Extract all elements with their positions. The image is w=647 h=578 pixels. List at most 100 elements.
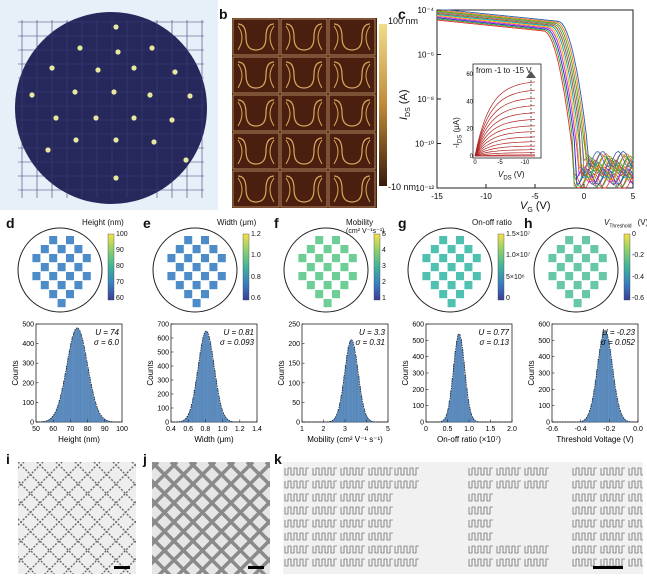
hist-stat-u: U = 0.81 xyxy=(224,328,254,337)
hist-bar xyxy=(83,345,85,423)
serpentine-trace xyxy=(237,23,275,51)
c-ylabel-sub: DS xyxy=(405,107,413,117)
hist-bar xyxy=(451,377,454,423)
hist-x-tick: 1.4 xyxy=(252,426,262,433)
serpentine-block xyxy=(468,493,493,502)
hist-y-tick: 500 xyxy=(157,350,169,357)
map-colorbar-tick: 1.0×10⁷ xyxy=(506,252,531,260)
serpentine-trace xyxy=(333,101,339,127)
hist-bar xyxy=(366,416,368,423)
map-cell xyxy=(167,272,176,281)
serpentine-block xyxy=(628,493,643,502)
serpentine-block xyxy=(368,519,393,528)
map-cell xyxy=(74,263,83,272)
serpentine-trace xyxy=(365,139,371,165)
hist-x-tick: 3 xyxy=(343,426,347,433)
c-x-tick-label: -10 xyxy=(480,192,492,201)
wafer-test-dot xyxy=(53,115,59,121)
serpentine-trace xyxy=(237,139,243,165)
map-cell xyxy=(32,272,41,281)
map-cell xyxy=(209,263,218,272)
serpentine-trace xyxy=(333,23,371,51)
hist-y-tick: 600 xyxy=(157,336,169,343)
hist-bar xyxy=(347,346,350,423)
map-cell xyxy=(472,272,481,281)
map-cell xyxy=(422,254,431,263)
inset-xlabel-sub: DS xyxy=(503,175,512,182)
hist-x-tick: 4 xyxy=(365,426,369,433)
map-cell xyxy=(332,254,340,263)
hist-bar xyxy=(78,330,81,423)
map-cell xyxy=(49,290,58,299)
hist-x-tick: 1.0 xyxy=(218,426,228,433)
serpentine-block xyxy=(312,532,337,541)
map-colorbar-tick: -0.4 xyxy=(632,273,645,281)
c-ylabel: IDS (A) xyxy=(398,89,412,120)
hist-bar xyxy=(346,355,348,423)
serpentine-trace xyxy=(333,137,371,165)
hist-stat-u: U = -0.23 xyxy=(602,328,636,337)
hist-bar xyxy=(359,386,361,423)
hist-bar xyxy=(457,334,459,423)
mesh-line xyxy=(152,462,255,566)
mesh-line xyxy=(152,462,179,490)
hist-stat-sigma: σ = 0.093 xyxy=(220,338,255,347)
mesh-line xyxy=(18,462,101,545)
serpentine-block xyxy=(600,545,625,554)
serpentine-block xyxy=(628,558,643,567)
serpentine-block xyxy=(394,480,419,489)
map-cell xyxy=(32,254,41,263)
serpentine-block xyxy=(628,545,643,554)
serpentine-block xyxy=(312,558,337,567)
map-cell xyxy=(430,263,439,272)
hist-y-tick: 0 xyxy=(420,420,424,427)
map-title2-f: (cm² V⁻¹s⁻¹) xyxy=(346,228,385,235)
inset-ylabel-unit: (μA) xyxy=(452,117,461,133)
hist-y-tick: 0 xyxy=(165,420,169,427)
hist-x-tick: 50 xyxy=(32,426,40,433)
hist-bar xyxy=(73,332,75,423)
hist-bar xyxy=(344,365,347,423)
map-colorbar-tick: 0 xyxy=(506,295,510,302)
map-colorbar-tick: -0.2 xyxy=(632,252,645,260)
hist-bar xyxy=(354,355,357,423)
hist-y-tick: 100 xyxy=(538,403,550,410)
serpentine-block xyxy=(468,558,493,567)
wafer-test-dot xyxy=(113,24,119,30)
hist-x-tick: -0.4 xyxy=(575,426,587,433)
hist-bar xyxy=(51,416,54,423)
map-cell xyxy=(332,290,340,299)
hist-bar xyxy=(602,334,604,423)
histogram-g: 0 100 200 300 400 500 600 0 0.5 1.0 1.5 2.0 On-off r… xyxy=(401,322,517,445)
map-cell xyxy=(582,290,590,299)
map-title-e: Width (μm) xyxy=(217,218,257,227)
map-cell xyxy=(184,254,193,263)
hist-bar xyxy=(454,351,457,423)
map-cell xyxy=(66,236,74,245)
c-x-tick-label: -15 xyxy=(431,192,443,201)
scale-bar-j xyxy=(248,566,264,569)
hist-bar xyxy=(209,342,212,423)
hist-x-tick: 0.4 xyxy=(166,426,176,433)
serpentine-block xyxy=(368,545,393,554)
map-cell xyxy=(573,299,582,308)
wafer-test-dot xyxy=(29,92,35,98)
map-cell xyxy=(598,254,607,263)
wafer-test-dot xyxy=(93,115,99,121)
wafer-map-e xyxy=(152,227,250,313)
hist-ylabel: Counts xyxy=(11,360,20,385)
map-colorbar-tick: 80 xyxy=(116,263,124,270)
map-colorbar xyxy=(107,233,115,301)
map-colorbar-tick: 100 xyxy=(116,231,128,238)
serpentine-block xyxy=(312,545,337,554)
hist-bar xyxy=(590,404,593,423)
map-cell xyxy=(49,236,58,245)
serpentine-block xyxy=(340,519,365,528)
hist-bar xyxy=(58,400,61,423)
hist-bar xyxy=(94,402,97,423)
hist-stat-u: U = 74 xyxy=(95,328,119,337)
hist-bar xyxy=(189,409,191,423)
hist-bar xyxy=(356,365,358,423)
hist-bar xyxy=(353,346,355,423)
mesh-image-i xyxy=(18,462,136,574)
